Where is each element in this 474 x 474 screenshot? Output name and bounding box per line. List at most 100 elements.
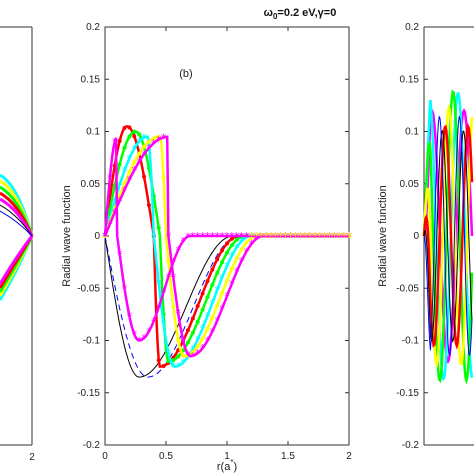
b-marker: *: [180, 235, 186, 248]
b-marker: *: [229, 250, 235, 263]
b-marker: [200, 291, 205, 296]
right-ytick-label: 0.2: [405, 22, 419, 33]
b-marker: *: [322, 230, 328, 243]
b-marker: *: [185, 231, 191, 244]
b-tail-marker: *: [346, 230, 352, 243]
panel-b-label: (b): [179, 68, 192, 80]
b-marker: *: [293, 230, 299, 243]
ytick-label: 0.2: [86, 22, 100, 33]
b-marker: [220, 248, 225, 253]
b-marker: *: [234, 241, 240, 254]
panel-left: 2: [0, 26, 35, 463]
b-marker: *: [141, 332, 147, 345]
b-marker: *: [166, 271, 172, 284]
b-marker: *: [302, 230, 308, 243]
b-marker: [229, 236, 234, 241]
b-marker: *: [244, 230, 250, 243]
b-marker: *: [327, 230, 333, 243]
b-marker: *: [122, 165, 128, 178]
panel-right-ylabel: Radial wave function: [377, 185, 389, 287]
left-curve-lower-4: [0, 235, 34, 285]
b-marker: *: [234, 266, 240, 279]
b-marker: [205, 326, 210, 331]
b-marker: *: [156, 301, 162, 314]
b-marker: [210, 282, 215, 287]
ytick-label: 0.05: [81, 179, 101, 190]
right-ytick-label: 0.15: [400, 74, 420, 85]
b-marker: *: [107, 172, 113, 185]
b-marker: [234, 256, 239, 261]
b-marker: *: [102, 230, 108, 243]
ytick-label: -0.2: [83, 440, 101, 451]
b-marker: [171, 358, 176, 363]
b-marker: [176, 338, 181, 343]
b-marker: [225, 250, 229, 255]
b-tail-marker: *: [332, 230, 338, 243]
b-marker: [127, 134, 132, 139]
b-marker: *: [195, 230, 201, 243]
b-marker: *: [185, 351, 191, 364]
b-marker: *: [312, 230, 318, 243]
left-xtick-2: 2: [29, 452, 35, 463]
b-tail-marker: *: [317, 230, 323, 243]
b-marker: *: [190, 230, 196, 243]
b-marker: *: [117, 179, 123, 192]
b-marker: *: [200, 230, 206, 243]
b-marker: *: [249, 238, 255, 251]
xtick-label: 0.5: [159, 451, 173, 462]
b-marker: [176, 354, 181, 359]
b-marker: [190, 330, 195, 335]
b-marker: *: [175, 307, 181, 320]
ytick-label: -0.05: [77, 283, 100, 294]
b-marker: *: [112, 195, 118, 208]
b-tail-marker: *: [258, 230, 264, 243]
b-marker: [239, 247, 244, 252]
right-curve-3: [422, 103, 474, 368]
b-marker: *: [175, 244, 181, 257]
right-ytick-label: -0.05: [396, 283, 419, 294]
b-marker: *: [224, 230, 230, 243]
b-marker: [146, 139, 151, 144]
title-subscript: 0: [273, 12, 278, 21]
b-marker: [122, 145, 127, 150]
b-marker: [146, 203, 151, 208]
b-marker: *: [317, 230, 323, 243]
right-curve-4: [422, 122, 474, 350]
b-marker: [210, 315, 215, 320]
b-marker: *: [166, 347, 172, 360]
b-marker: [185, 340, 190, 345]
b-tail-marker: *: [268, 230, 274, 243]
b-marker: [171, 304, 176, 309]
b-marker: *: [161, 131, 167, 144]
b-marker: *: [244, 231, 250, 244]
panel-b: -0.2 -0.15 -0.1 -0.05 0 0.05 0.1 0.15 0.2 0 0.5 1 1…: [61, 22, 352, 473]
b-marker: *: [156, 134, 162, 147]
b-marker: *: [107, 218, 113, 231]
figure-title: ω0=0.2 eV,γ=0: [264, 7, 337, 21]
b-marker: *: [117, 248, 123, 261]
b-marker: [127, 125, 132, 130]
b-marker: *: [219, 271, 225, 284]
b-marker: [181, 353, 186, 358]
b-tail-marker: *: [249, 230, 255, 243]
b-marker: *: [136, 335, 142, 348]
b-marker: *: [161, 286, 167, 299]
right-ytick-label: 0.05: [400, 179, 420, 190]
b-marker: *: [234, 230, 240, 243]
b-marker: *: [146, 325, 152, 338]
b-marker: *: [151, 230, 157, 243]
b-marker: [195, 304, 200, 309]
b-marker: [195, 319, 200, 324]
right-curve-6: [423, 115, 473, 356]
b-marker: [185, 328, 190, 333]
b-marker: [210, 267, 215, 272]
b-marker: *: [190, 343, 196, 356]
left-curve-upper-4: [0, 197, 34, 237]
xtick-label: 0: [102, 451, 108, 462]
b-marker: *: [205, 230, 211, 243]
b-marker: [156, 225, 161, 230]
ytick-label: -0.15: [77, 388, 100, 399]
b-marker: [137, 132, 142, 137]
right-curve-5: [423, 129, 473, 344]
b-marker: *: [112, 136, 118, 149]
